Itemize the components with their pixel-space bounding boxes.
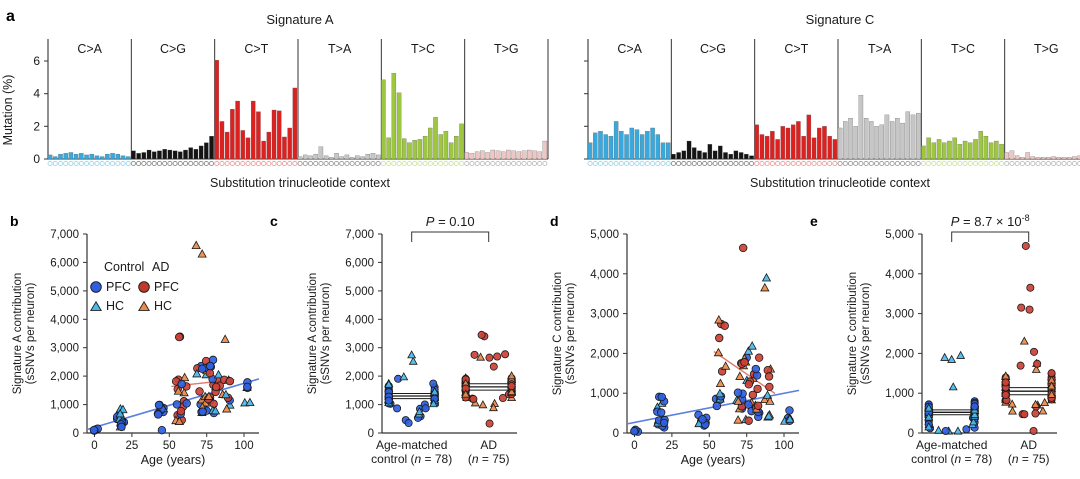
svg-text:C>A: C>A <box>77 42 102 56</box>
svg-text:T>G: T>G <box>1034 42 1059 56</box>
svg-text:4,000: 4,000 <box>345 314 374 326</box>
svg-text:4: 4 <box>33 87 40 101</box>
svg-text:T>A: T>A <box>868 42 892 56</box>
svg-text:T>G: T>G <box>494 42 519 56</box>
svg-text:T>C: T>C <box>951 42 975 56</box>
svg-text:C>A: C>A <box>617 42 642 56</box>
svg-text:Age-matched: Age-matched <box>376 438 447 452</box>
svg-text:HC: HC <box>154 299 172 313</box>
svg-text:T>C: T>C <box>411 42 435 56</box>
svg-text:2: 2 <box>33 119 40 133</box>
svg-text:0: 0 <box>33 152 40 166</box>
svg-text:Signature A: Signature A <box>266 12 334 27</box>
svg-text:1,000: 1,000 <box>590 388 619 400</box>
svg-text:(sSNVs per neuron): (sSNVs per neuron) <box>320 283 332 385</box>
svg-text:C>T: C>T <box>244 42 268 56</box>
svg-text:1,000: 1,000 <box>885 388 914 400</box>
svg-text:AD: AD <box>152 260 169 274</box>
svg-text:3,000: 3,000 <box>345 343 374 355</box>
svg-text:5,000: 5,000 <box>590 229 619 241</box>
svg-text:Age (years): Age (years) <box>681 453 746 467</box>
svg-text:control (n = 78): control (n = 78) <box>911 452 992 466</box>
svg-text:0: 0 <box>73 428 79 440</box>
svg-text:Mutation (%): Mutation (%) <box>1 75 15 146</box>
svg-text:5,000: 5,000 <box>50 286 79 298</box>
svg-text:0: 0 <box>368 428 374 440</box>
svg-text:1,000: 1,000 <box>345 400 374 412</box>
svg-text:control (n = 78): control (n = 78) <box>371 452 452 466</box>
svg-text:3,000: 3,000 <box>50 343 79 355</box>
svg-text:HC: HC <box>106 299 124 313</box>
svg-text:7,000: 7,000 <box>50 229 79 241</box>
svg-text:0: 0 <box>908 428 914 440</box>
svg-text:Signature C contribution: Signature C contribution <box>847 272 859 395</box>
svg-text:e: e <box>810 213 818 229</box>
svg-text:d: d <box>550 213 559 229</box>
svg-text:Age (years): Age (years) <box>141 453 206 467</box>
svg-text:75: 75 <box>200 440 213 452</box>
svg-text:PFC: PFC <box>154 280 179 294</box>
svg-text:(n = 75): (n = 75) <box>468 452 510 466</box>
svg-text:6: 6 <box>33 54 40 68</box>
svg-text:AD: AD <box>480 438 497 452</box>
svg-text:(sSNVs per neuron): (sSNVs per neuron) <box>565 283 577 385</box>
svg-text:Control: Control <box>104 260 144 274</box>
svg-text:(sSNVs per neuron): (sSNVs per neuron) <box>25 283 37 385</box>
svg-text:(sSNVs per neuron): (sSNVs per neuron) <box>860 283 872 385</box>
svg-text:AD: AD <box>1020 438 1037 452</box>
svg-text:C>G: C>G <box>160 42 186 56</box>
svg-text:25: 25 <box>666 440 679 452</box>
svg-text:50: 50 <box>163 440 176 452</box>
svg-text:5,000: 5,000 <box>885 229 914 241</box>
svg-text:2,000: 2,000 <box>590 348 619 360</box>
svg-text:7,000: 7,000 <box>345 229 374 241</box>
svg-text:4,000: 4,000 <box>50 314 79 326</box>
svg-text:Signature A contribution: Signature A contribution <box>307 273 319 394</box>
svg-text:c: c <box>270 213 278 229</box>
svg-text:PFC: PFC <box>106 280 131 294</box>
svg-text:0: 0 <box>613 428 619 440</box>
svg-text:4,000: 4,000 <box>590 269 619 281</box>
svg-text:50: 50 <box>703 440 716 452</box>
svg-text:6,000: 6,000 <box>345 257 374 269</box>
svg-text:3,000: 3,000 <box>885 309 914 321</box>
svg-text:25: 25 <box>126 440 139 452</box>
svg-text:3,000: 3,000 <box>590 309 619 321</box>
svg-text:100: 100 <box>234 440 253 452</box>
svg-text:C>T: C>T <box>784 42 808 56</box>
svg-text:P = 0.10: P = 0.10 <box>426 214 475 229</box>
svg-text:Age-matched: Age-matched <box>916 438 987 452</box>
svg-text:2,000: 2,000 <box>885 348 914 360</box>
svg-text:Signature C contribution: Signature C contribution <box>552 272 564 395</box>
svg-text:5,000: 5,000 <box>345 286 374 298</box>
svg-text:Signature C: Signature C <box>806 12 875 27</box>
svg-text:2,000: 2,000 <box>50 371 79 383</box>
svg-text:100: 100 <box>774 440 793 452</box>
svg-text:2,000: 2,000 <box>345 371 374 383</box>
svg-text:4,000: 4,000 <box>885 269 914 281</box>
svg-text:T>A: T>A <box>328 42 352 56</box>
svg-text:0: 0 <box>631 440 637 452</box>
svg-text:P = 8.7 × 10-8: P = 8.7 × 10-8 <box>951 213 1030 229</box>
svg-text:0: 0 <box>91 440 97 452</box>
svg-text:b: b <box>10 213 19 229</box>
svg-text:C>G: C>G <box>700 42 726 56</box>
svg-text:(n = 75): (n = 75) <box>1008 452 1050 466</box>
svg-text:Signature A contribution: Signature A contribution <box>12 273 24 394</box>
svg-text:75: 75 <box>740 440 753 452</box>
svg-text:6,000: 6,000 <box>50 257 79 269</box>
svg-text:1,000: 1,000 <box>50 400 79 412</box>
